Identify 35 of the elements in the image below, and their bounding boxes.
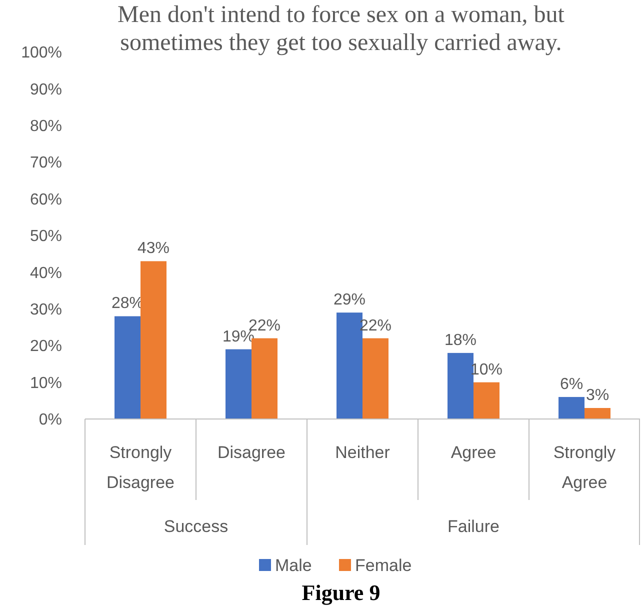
bar [584,408,610,419]
data-label: 18% [444,332,477,349]
y-tick-label: 90% [30,81,62,98]
y-tick-label: 80% [30,118,62,135]
x-tick-label: Strongly Disagree [106,443,175,492]
bar [362,338,388,419]
chart-title: Men don't intend to force sex on a woman, but sometimes they get too sexually carried away. [118,2,565,56]
text: Failure [448,517,500,536]
data-label: 29% [333,292,366,309]
data-label: 6% [560,376,584,393]
bar [448,352,474,419]
bar [558,396,584,419]
x-tick-label: Neither [335,443,390,462]
y-tick-label: 20% [30,338,62,356]
legend-label: Male [275,556,312,575]
y-tick-label: 50% [30,228,62,246]
bar [226,349,252,419]
bar [114,316,140,419]
y-tick-label: 30% [30,302,62,318]
y-tick-label: 100% [21,44,62,62]
bar [474,382,500,419]
y-tick-label: 10% [30,374,62,392]
y-tick-label: 0% [38,412,62,429]
y-tick-label: 40% [30,264,62,282]
data-label: 3% [586,386,610,404]
text: Success [164,517,228,536]
bar [140,261,166,419]
x-tick-label: Agree [450,443,496,462]
caption: Figure 9 [302,580,380,605]
y-tick-label: 60% [30,191,62,208]
x-tick-label: Strongly Agree [553,443,616,492]
x-tick-label: Disagree [217,443,286,462]
legend-label: Female [355,556,412,575]
y-tick-label: 70% [30,154,62,172]
data-label: 43% [137,240,170,258]
